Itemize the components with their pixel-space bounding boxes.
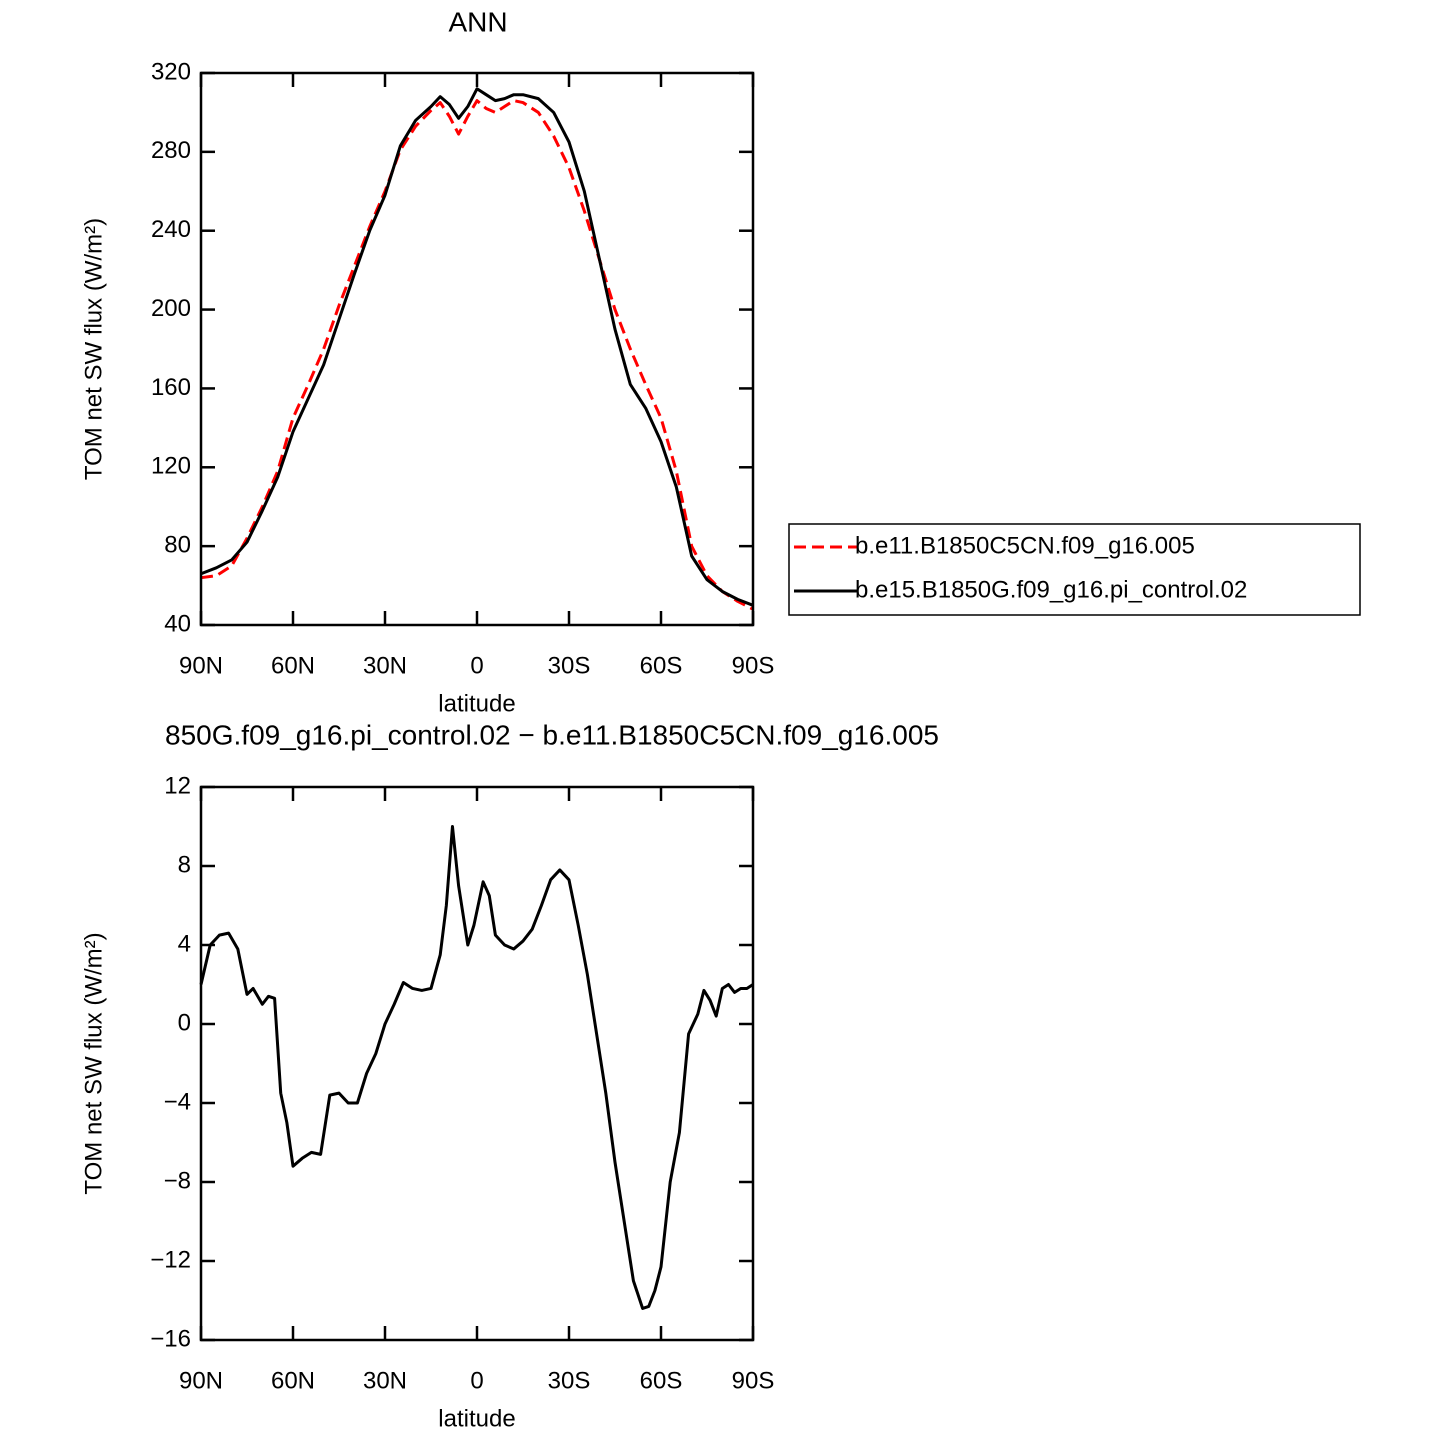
x-axis-label: latitude bbox=[438, 1405, 515, 1432]
x-tick-label: 30N bbox=[363, 1367, 407, 1394]
y-tick-label: −8 bbox=[164, 1167, 191, 1194]
x-tick-label: 60N bbox=[271, 652, 315, 679]
y-tick-label: −12 bbox=[150, 1246, 191, 1273]
x-tick-label: 30N bbox=[363, 652, 407, 679]
legend-box bbox=[788, 523, 1361, 616]
data-line bbox=[199, 825, 754, 1310]
data-line bbox=[200, 99, 754, 611]
x-tick-label: 90S bbox=[732, 1367, 775, 1394]
y-tick-label: 4 bbox=[178, 930, 191, 957]
x-tick-label: 90S bbox=[732, 652, 775, 679]
y-tick-label: 280 bbox=[151, 137, 191, 164]
y-tick-label: 240 bbox=[151, 216, 191, 243]
y-tick-label: 120 bbox=[151, 453, 191, 480]
y-tick-label: 200 bbox=[151, 295, 191, 322]
y-tick-label: 0 bbox=[178, 1009, 191, 1036]
y-axis-label: TOM net SW flux (W/m²) bbox=[80, 932, 107, 1194]
x-tick-label: 30S bbox=[548, 652, 591, 679]
x-tick-label: 0 bbox=[470, 652, 483, 679]
y-tick-label: 8 bbox=[178, 851, 191, 878]
data-line bbox=[200, 87, 754, 607]
x-tick-label: 30S bbox=[548, 1367, 591, 1394]
plot-frame bbox=[199, 71, 755, 627]
x-tick-label: 60S bbox=[640, 652, 683, 679]
chart-title: 850G.f09_g16.pi_control.02 − b.e11.B1850… bbox=[165, 719, 939, 750]
y-tick-label: −4 bbox=[164, 1088, 191, 1115]
x-axis-label: latitude bbox=[438, 690, 515, 717]
x-tick-label: 90N bbox=[179, 1367, 223, 1394]
y-axis-label: TOM net SW flux (W/m²) bbox=[80, 218, 107, 480]
chart-title: ANN bbox=[448, 6, 507, 37]
y-tick-label: 12 bbox=[164, 772, 191, 799]
y-tick-label: 80 bbox=[164, 531, 191, 558]
plot-frame bbox=[199, 785, 755, 1342]
y-tick-label: −16 bbox=[150, 1325, 191, 1352]
x-tick-label: 60S bbox=[640, 1367, 683, 1394]
y-tick-label: 40 bbox=[164, 610, 191, 637]
legend-label: b.e15.B1850G.f09_g16.pi_control.02 bbox=[855, 576, 1247, 603]
legend-label: b.e11.B1850C5CN.f09_g16.005 bbox=[855, 532, 1195, 559]
x-tick-label: 0 bbox=[470, 1367, 483, 1394]
y-tick-label: 320 bbox=[151, 58, 191, 85]
x-tick-label: 60N bbox=[271, 1367, 315, 1394]
y-tick-label: 160 bbox=[151, 374, 191, 401]
x-tick-label: 90N bbox=[179, 652, 223, 679]
